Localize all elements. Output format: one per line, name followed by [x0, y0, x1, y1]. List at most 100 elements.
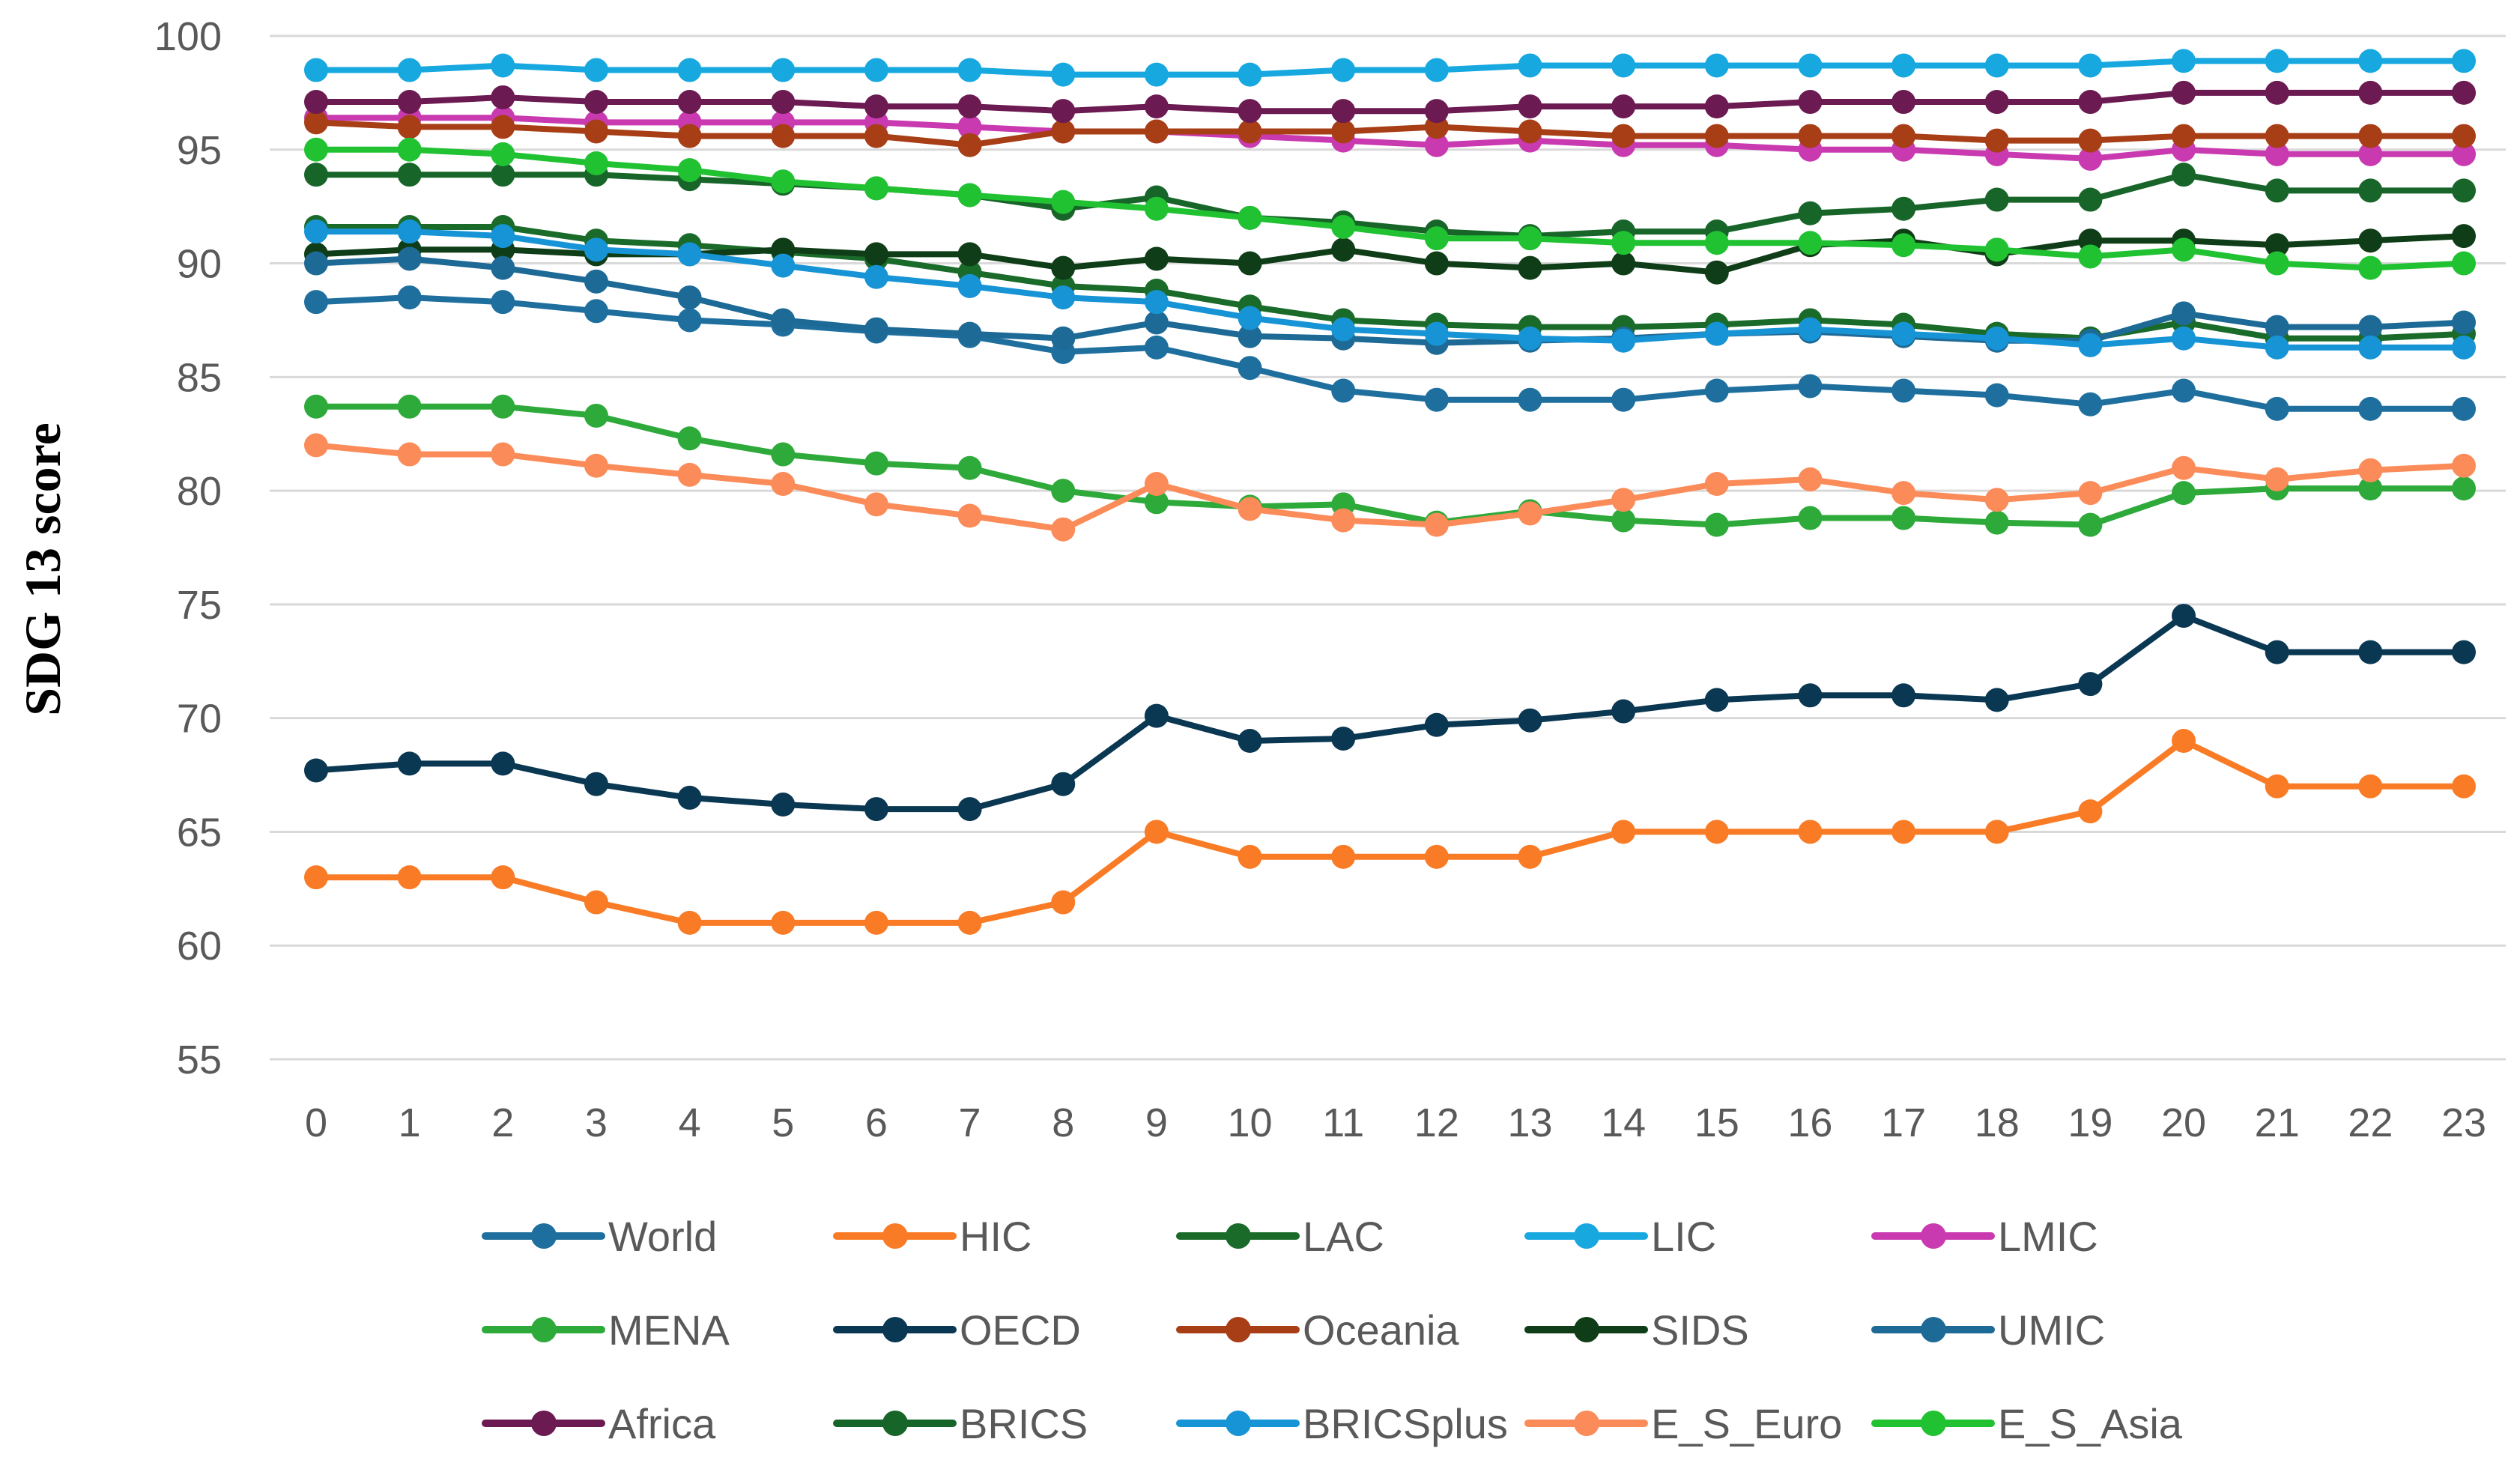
data-point	[397, 90, 422, 115]
x-tick-label: 0	[305, 1100, 327, 1145]
data-point	[1704, 820, 1729, 844]
data-point	[1704, 512, 1729, 537]
series-line-MENA	[313, 403, 2467, 528]
data-point	[864, 94, 888, 119]
data-point	[1238, 324, 1262, 348]
data-point	[957, 321, 982, 346]
data-point	[1144, 310, 1169, 335]
data-point	[1891, 124, 1916, 148]
data-point	[1238, 62, 1262, 87]
data-point	[397, 865, 422, 890]
data-point	[2358, 774, 2383, 799]
data-point	[1424, 58, 1449, 82]
data-point	[2078, 187, 2103, 212]
data-point	[1518, 119, 1542, 144]
y-axis-ticks: 55 60 65 70 75 80 85 90 95 100	[154, 14, 222, 1082]
legend-swatch-marker	[882, 1317, 908, 1342]
x-tick-label: 10	[1227, 1100, 1272, 1145]
data-point	[864, 317, 888, 342]
data-point	[957, 115, 982, 139]
data-point	[2358, 255, 2383, 280]
legend-swatch-marker	[1921, 1411, 1946, 1436]
data-point	[1798, 53, 1823, 78]
legend-label: Oceania	[1303, 1306, 1459, 1354]
data-point	[864, 451, 888, 476]
data-point	[1984, 488, 2009, 512]
legend: World HIC LAC LIC LMIC MENA OECD Oceania SIDS UMI…	[482, 1213, 2183, 1447]
legend-label: LMIC	[1998, 1213, 2098, 1260]
data-point	[2265, 124, 2289, 148]
data-point	[304, 163, 328, 187]
data-point	[491, 163, 515, 187]
legend-item-HIC: HIC	[833, 1213, 1032, 1260]
data-point	[1891, 378, 1916, 403]
data-point	[2358, 142, 2383, 166]
data-point	[2452, 396, 2476, 421]
data-point	[957, 58, 982, 82]
data-point	[491, 85, 515, 109]
legend-item-LAC: LAC	[1176, 1213, 1384, 1260]
data-point	[397, 751, 422, 776]
legend-label: SIDS	[1651, 1306, 1749, 1354]
data-point	[2078, 392, 2103, 416]
data-point	[1331, 726, 1356, 751]
data-point	[677, 242, 702, 267]
y-tick-label: 60	[177, 924, 222, 969]
series-line-E_S_Asia	[313, 146, 2467, 271]
data-point	[1984, 90, 2009, 115]
data-point	[1331, 317, 1356, 342]
y-tick-label: 95	[177, 128, 222, 173]
data-point	[2265, 315, 2289, 339]
data-point	[2172, 455, 2196, 480]
legend-swatch-marker	[1921, 1223, 1946, 1249]
data-point	[1518, 226, 1542, 251]
data-point	[491, 865, 515, 890]
data-point	[397, 163, 422, 187]
series-line-HIC	[313, 738, 2467, 926]
data-point	[1798, 201, 1823, 225]
data-point	[1238, 99, 1262, 124]
y-tick-label: 65	[177, 810, 222, 855]
data-point	[1331, 508, 1356, 533]
data-point	[2172, 163, 2196, 187]
data-point	[1518, 255, 1542, 280]
data-point	[304, 433, 328, 458]
data-point	[864, 58, 888, 82]
data-point	[771, 58, 796, 82]
legend-swatch-marker	[882, 1411, 908, 1436]
data-point	[1611, 699, 1636, 724]
x-tick-label: 22	[2348, 1100, 2393, 1145]
y-tick-label: 55	[177, 1038, 222, 1082]
data-point	[491, 224, 515, 249]
series-line-UMIC	[313, 255, 2467, 346]
data-point	[2265, 251, 2289, 276]
series-MENA	[304, 394, 2476, 537]
series-line-E_S_Euro	[313, 442, 2467, 533]
data-point	[1704, 260, 1729, 285]
x-tick-label: 1	[399, 1100, 421, 1145]
data-point	[1704, 321, 1729, 346]
data-point	[771, 308, 796, 333]
series-line-BRICSplus	[313, 228, 2467, 351]
data-point	[1051, 190, 1076, 214]
data-point	[304, 758, 328, 783]
data-point	[584, 403, 608, 428]
data-point	[584, 299, 608, 324]
data-point	[771, 793, 796, 817]
data-point	[1331, 99, 1356, 124]
data-point	[957, 797, 982, 822]
data-point	[2172, 301, 2196, 326]
data-point	[1984, 326, 2009, 351]
x-tick-label: 19	[2068, 1100, 2112, 1145]
data-point	[584, 237, 608, 262]
data-point	[491, 751, 515, 776]
series-Oceania	[304, 110, 2476, 157]
data-point	[2452, 80, 2476, 105]
data-point	[304, 90, 328, 115]
data-point	[2452, 774, 2476, 799]
data-point	[2078, 128, 2103, 153]
x-tick-label: 16	[1787, 1100, 1832, 1145]
legend-item-Africa: Africa	[482, 1400, 716, 1447]
data-point	[1704, 231, 1729, 255]
